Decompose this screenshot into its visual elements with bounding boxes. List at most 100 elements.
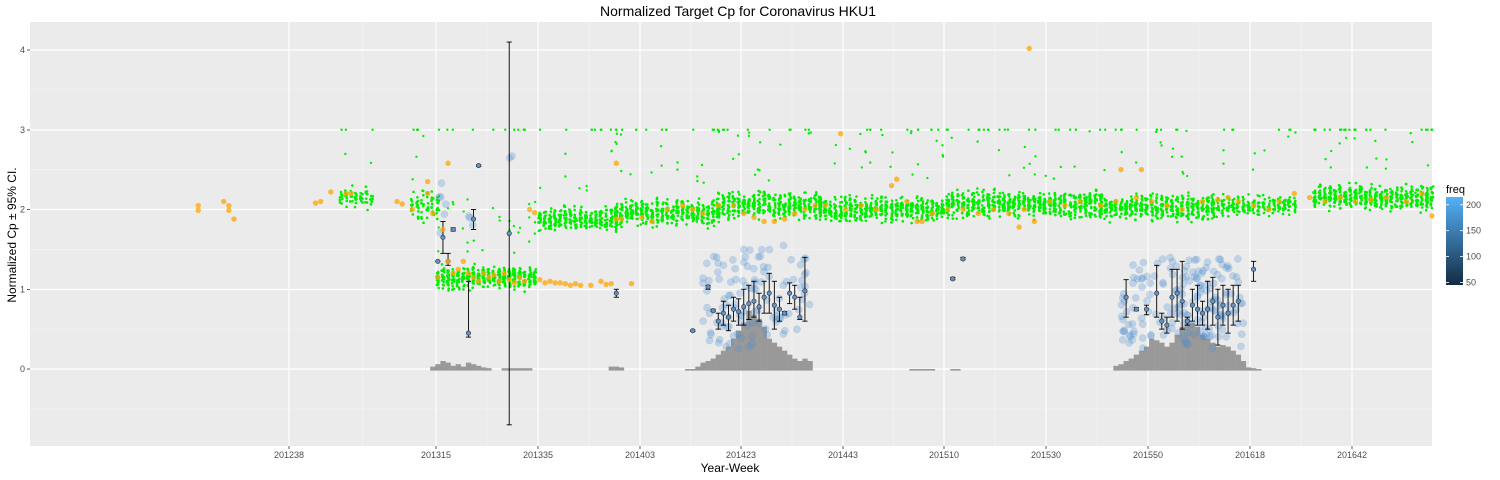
green-point [869,205,872,208]
green-point [1210,203,1214,206]
blue-sample-point [1209,267,1218,276]
green-point [1289,128,1292,131]
green-point [853,210,857,214]
green-point [747,203,750,207]
green-point [513,288,516,291]
blue-sample-point [1119,327,1127,336]
green-point [833,214,837,217]
green-point [812,196,816,200]
green-point [466,241,469,244]
green-point [880,203,884,207]
errorbar-mean-point [1200,310,1206,316]
green-point [1358,201,1362,205]
orange-point [470,274,477,280]
green-point [361,192,364,196]
green-point [950,194,954,198]
green-point [1210,196,1214,199]
count-bar [1118,364,1124,371]
green-point [639,223,643,226]
green-point [1380,195,1384,199]
blue-sample-point [1130,327,1138,336]
green-point [797,218,801,222]
green-point [517,231,520,234]
green-point [1267,196,1271,199]
green-point [1210,201,1214,204]
green-point [1231,128,1235,131]
green-point [808,207,811,211]
green-point [660,211,664,215]
green-point [462,275,466,279]
green-point [1110,207,1113,211]
green-point [420,199,423,202]
count-bar [792,358,798,371]
green-point [1176,200,1180,203]
orange-point [195,207,201,213]
blue-sample-point [1192,274,1201,283]
green-point [344,152,347,156]
green-point [458,288,461,291]
green-point [1063,198,1067,201]
green-point [1353,137,1356,140]
green-point [619,133,623,136]
green-point [670,221,674,225]
green-point [1262,211,1266,215]
green-point [884,214,887,217]
green-point [420,217,423,220]
green-point [884,196,887,199]
green-point [1186,215,1189,219]
green-point [988,217,991,220]
green-point [1170,155,1174,159]
count-bar [919,369,925,371]
count-bar [725,346,732,371]
green-point [564,224,567,228]
count-bar [955,369,961,371]
green-point [359,198,363,202]
green-point [1227,204,1231,207]
green-point [1038,196,1041,200]
green-point [932,219,935,222]
green-point [758,141,762,144]
green-point [767,202,771,205]
green-point [1197,212,1200,216]
green-point [1257,210,1260,213]
green-point [1420,197,1424,200]
green-point [412,128,415,131]
green-point [710,202,714,206]
green-point [593,128,597,131]
green-point [493,283,497,287]
green-point [512,224,516,228]
green-point [986,204,990,208]
count-bar [802,358,808,371]
green-point [493,280,496,283]
green-point [1380,190,1384,194]
blue-sample-point [1181,337,1190,346]
green-point [947,198,951,202]
green-point [1176,197,1180,201]
green-point [1217,209,1221,212]
green-point [1003,128,1007,131]
count-bar [435,364,441,371]
green-point [782,206,786,209]
green-point [839,216,843,220]
green-point [814,198,818,201]
green-point [1243,210,1246,214]
green-point [590,128,593,131]
green-point [523,275,527,278]
green-point [1196,199,1200,203]
green-point [1256,213,1260,216]
orange-point [465,270,472,276]
green-point [1364,203,1367,206]
green-point [416,199,420,203]
green-point [1419,211,1422,214]
count-bar [1174,334,1180,371]
blue-sample-point [731,300,740,309]
green-point [558,224,561,227]
blue-sample-point [1133,275,1142,283]
green-point [976,187,979,190]
green-point [889,165,892,168]
green-point [1317,191,1321,194]
green-point [900,214,904,217]
green-point [894,218,898,222]
green-point [1414,191,1417,195]
count-bar [486,368,492,371]
